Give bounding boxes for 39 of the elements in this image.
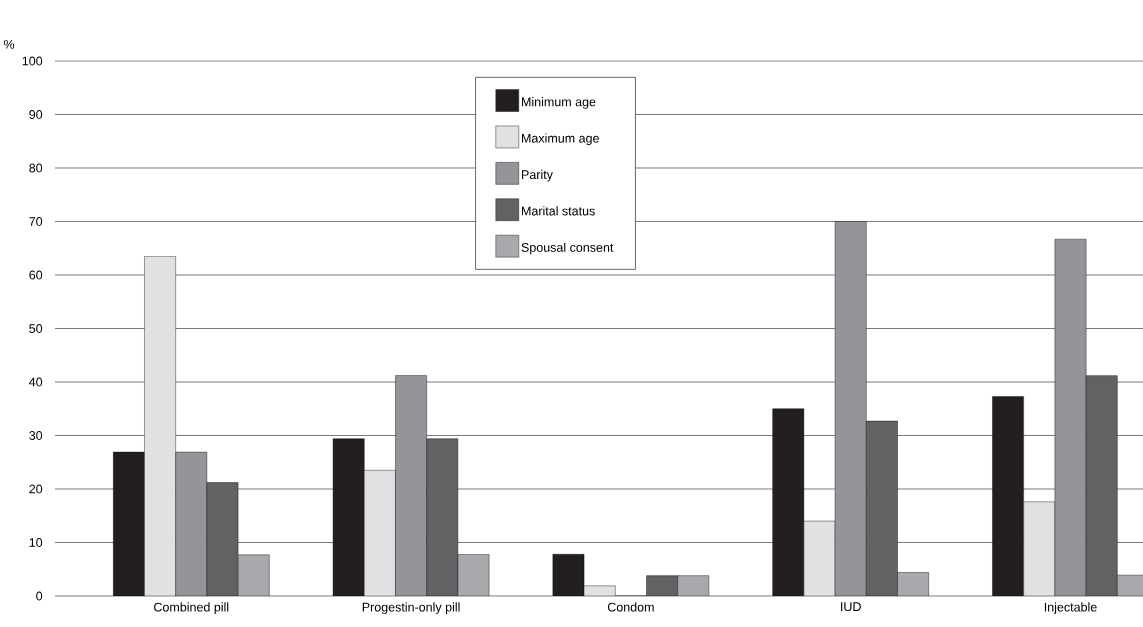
y-tick-label: 100	[22, 56, 43, 66]
y-tick-label: 30	[29, 431, 43, 440]
y-tick-label: 90	[29, 110, 43, 119]
legend-label: Parity	[522, 169, 553, 182]
bar	[1054, 238, 1087, 596]
y-tick-label: 50	[29, 324, 43, 333]
bar	[175, 451, 208, 596]
x-tick-label: Combined pill	[154, 602, 229, 615]
bar	[332, 438, 365, 596]
x-tick-label: Injectable	[1044, 602, 1097, 615]
x-tick-label: Progestin-only pill	[362, 602, 460, 615]
legend-label: Marital status	[522, 206, 595, 216]
bar	[772, 408, 805, 596]
x-tick-label: IUD	[841, 602, 861, 612]
bar	[364, 470, 396, 596]
bar	[1023, 501, 1056, 596]
x-tick-label: Condom	[607, 602, 654, 612]
bar	[646, 575, 678, 596]
bar	[426, 438, 459, 596]
y-tick-label: 40	[29, 377, 43, 387]
bar	[992, 396, 1024, 596]
y-tick-label: 10	[29, 538, 43, 547]
bar	[395, 375, 427, 596]
bar	[144, 256, 176, 596]
bar	[1085, 375, 1118, 596]
legend-label: Maximum age	[522, 133, 599, 146]
bar	[866, 420, 898, 596]
y-tick-label: 60	[29, 270, 43, 280]
bar	[834, 221, 867, 596]
y-tick-label: 20	[29, 484, 43, 494]
y-tick-label: 70	[29, 217, 43, 226]
legend-label: Minimum age	[522, 97, 596, 109]
bar	[803, 520, 836, 596]
bar	[206, 482, 239, 596]
y-axis-title: %	[3, 39, 15, 49]
legend-label: Spousal consent	[521, 242, 614, 255]
y-tick-label: 0	[36, 591, 43, 601]
bar	[113, 451, 145, 596]
y-tick-label: 80	[29, 163, 43, 173]
